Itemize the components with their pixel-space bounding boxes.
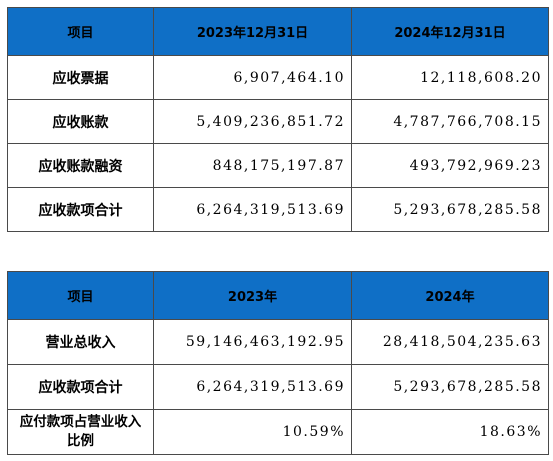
cell-value-2024: 28,418,504,235.63 bbox=[351, 319, 549, 365]
table-row: 应付款项占营业收入比例 10.59% 18.63% bbox=[7, 409, 549, 455]
table-header-row: 项目 2023年12月31日 2024年12月31日 bbox=[7, 7, 549, 56]
header-2023: 2023年 bbox=[153, 271, 352, 320]
table-header-row: 项目 2023年 2024年 bbox=[7, 271, 549, 320]
row-label-receivables-total: 应收款项合计 bbox=[7, 364, 154, 410]
row-label-accounts-receivable: 应收账款 bbox=[7, 99, 154, 144]
cell-value-2024: 493,792,969.23 bbox=[351, 143, 549, 188]
cell-value-2023: 59,146,463,192.95 bbox=[153, 319, 352, 365]
table-row: 应收票据 6,907,464.10 12,118,608.20 bbox=[7, 55, 549, 100]
cell-value-2023: 6,907,464.10 bbox=[153, 55, 352, 100]
row-label-total-revenue: 营业总收入 bbox=[7, 319, 154, 365]
header-2023-12-31: 2023年12月31日 bbox=[153, 7, 352, 56]
header-2024: 2024年 bbox=[351, 271, 549, 320]
table-row: 应收账款 5,409,236,851.72 4,787,766,708.15 bbox=[7, 99, 549, 144]
cell-value-2023: 848,175,197.87 bbox=[153, 143, 352, 188]
cell-value-2023: 10.59% bbox=[153, 409, 352, 455]
row-label-payables-ratio: 应付款项占营业收入比例 bbox=[7, 409, 154, 455]
table-row: 应收款项合计 6,264,319,513.69 5,293,678,285.58 bbox=[7, 187, 549, 232]
header-item: 项目 bbox=[7, 7, 154, 56]
cell-value-2023: 6,264,319,513.69 bbox=[153, 364, 352, 410]
row-label-receivables-financing: 应收账款融资 bbox=[7, 143, 154, 188]
revenue-ratio-table: 项目 2023年 2024年 营业总收入 59,146,463,192.95 2… bbox=[7, 271, 549, 455]
table-row: 应收账款融资 848,175,197.87 493,792,969.23 bbox=[7, 143, 549, 188]
row-label-notes-receivable: 应收票据 bbox=[7, 55, 154, 100]
row-label-receivables-total: 应收款项合计 bbox=[7, 187, 154, 232]
cell-value-2023: 5,409,236,851.72 bbox=[153, 99, 352, 144]
cell-value-2024: 4,787,766,708.15 bbox=[351, 99, 549, 144]
cell-value-2024: 5,293,678,285.58 bbox=[351, 364, 549, 410]
receivables-balance-table: 项目 2023年12月31日 2024年12月31日 应收票据 6,907,46… bbox=[7, 7, 549, 232]
cell-value-2024: 12,118,608.20 bbox=[351, 55, 549, 100]
header-item: 项目 bbox=[7, 271, 154, 320]
header-2024-12-31: 2024年12月31日 bbox=[351, 7, 549, 56]
cell-value-2024: 5,293,678,285.58 bbox=[351, 187, 549, 232]
cell-value-2023: 6,264,319,513.69 bbox=[153, 187, 352, 232]
table-row: 营业总收入 59,146,463,192.95 28,418,504,235.6… bbox=[7, 319, 549, 365]
table-row: 应收款项合计 6,264,319,513.69 5,293,678,285.58 bbox=[7, 364, 549, 410]
cell-value-2024: 18.63% bbox=[351, 409, 549, 455]
